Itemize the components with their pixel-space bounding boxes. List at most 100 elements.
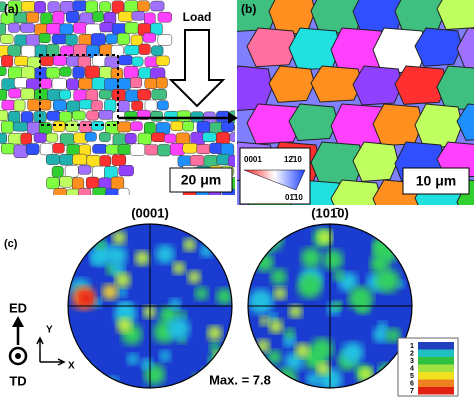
- intensity-blob: [372, 326, 390, 343]
- axis-label: ED: [9, 300, 27, 315]
- grain: [151, 45, 164, 56]
- grain: [13, 99, 26, 112]
- key-label: 01̄10: [285, 193, 303, 202]
- grain: [46, 43, 60, 57]
- grain: [46, 23, 62, 35]
- grain: [352, 65, 403, 106]
- intensity-blob: [102, 284, 118, 300]
- grain: [20, 88, 35, 100]
- intensity-blob: [159, 350, 171, 362]
- grain: [0, 1, 7, 12]
- panel-label: (a): [4, 2, 19, 16]
- level-label: 1: [410, 343, 414, 350]
- level-swatch: [418, 379, 454, 387]
- level-swatch: [418, 357, 454, 365]
- grain: [124, 132, 137, 144]
- grain: [1, 55, 14, 68]
- grain: [182, 143, 198, 154]
- intensity-blob: [294, 342, 311, 359]
- intensity-blob: [187, 270, 201, 284]
- pole-title: (101̄0): [311, 205, 349, 220]
- grain: [117, 77, 132, 90]
- grain: [78, 77, 94, 90]
- grain: [65, 34, 78, 46]
- level-label: 4: [410, 365, 414, 372]
- load-arrow: [168, 29, 226, 108]
- intensity-blob: [255, 224, 280, 244]
- grain: [73, 43, 89, 57]
- grain: [59, 89, 71, 100]
- grain: [20, 23, 36, 33]
- intensity-blob: [284, 327, 296, 339]
- intensity-blob: [192, 372, 203, 383]
- grain: [40, 56, 55, 67]
- grain: [130, 77, 143, 89]
- intensity-blob: [134, 250, 150, 266]
- grain: [155, 55, 170, 66]
- intensity-blob: [348, 286, 374, 311]
- grain: [98, 110, 114, 120]
- grain: [0, 132, 7, 144]
- level-swatch: [418, 349, 454, 357]
- grain: [123, 66, 139, 79]
- grain: [46, 132, 59, 143]
- grain: [111, 154, 127, 166]
- grain: [98, 89, 112, 100]
- grain: [310, 65, 363, 103]
- intensity-blob: [116, 287, 128, 298]
- intensity-blob: [297, 273, 323, 299]
- ed-arrow-head: [12, 316, 24, 327]
- grain: [150, 0, 165, 12]
- grain: [1, 99, 16, 111]
- axis-label: Y: [46, 325, 53, 336]
- pole-title: (0001): [131, 205, 169, 220]
- panel-label: (c): [4, 238, 18, 250]
- intensity-blob: [80, 292, 92, 304]
- grain: [268, 65, 316, 103]
- grain: [51, 77, 67, 90]
- grain: [52, 142, 65, 154]
- grain: [138, 67, 152, 79]
- grain: [288, 103, 339, 141]
- xy-axes: [36, 336, 66, 366]
- panel-label: (b): [241, 2, 256, 16]
- grain: [157, 144, 171, 157]
- intensity-blob: [126, 353, 139, 365]
- intensity-blob: [248, 288, 274, 315]
- intensity-blob: [172, 261, 186, 275]
- grain: [45, 67, 60, 79]
- grain: [66, 78, 79, 91]
- intensity-blob: [69, 237, 81, 250]
- grain: [65, 120, 79, 132]
- grain: [131, 100, 144, 111]
- intensity-blob: [116, 317, 133, 334]
- grain: [45, 154, 61, 165]
- grain: [85, 176, 100, 189]
- grain: [0, 109, 8, 122]
- color-key-triangle: [243, 169, 306, 191]
- grain: [92, 187, 108, 195]
- grain: [105, 144, 120, 155]
- level-label: 7: [410, 388, 414, 395]
- max-label: Max. = 7.8: [209, 372, 271, 387]
- grain: [40, 78, 53, 89]
- grain: [12, 121, 29, 132]
- grain: [144, 99, 158, 112]
- grain: [234, 123, 235, 133]
- grain: [52, 11, 65, 25]
- intensity-blob: [306, 372, 321, 387]
- grain: [99, 22, 114, 33]
- grain: [182, 121, 195, 132]
- grain: [26, 11, 40, 23]
- grain: [66, 188, 81, 195]
- level-label: 3: [410, 358, 414, 365]
- grain: [151, 89, 167, 100]
- scale-box-a: [169, 167, 233, 193]
- grain: [38, 33, 51, 43]
- intensity-blob: [140, 358, 153, 371]
- grain: [79, 120, 93, 133]
- grain: [156, 77, 168, 89]
- intensity-blob: [268, 318, 284, 334]
- grain: [8, 66, 23, 80]
- grain: [105, 188, 120, 195]
